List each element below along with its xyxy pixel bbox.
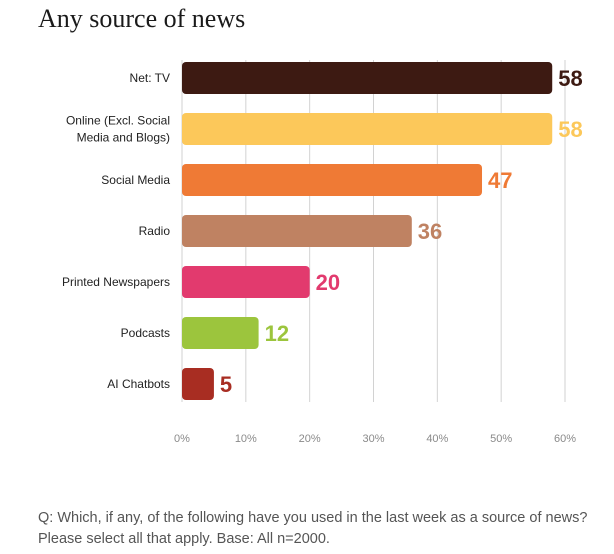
x-tick-label: 40% [426, 433, 448, 445]
x-tick-label: 60% [554, 433, 576, 445]
chart-title: Any source of news [38, 4, 246, 33]
category-label: Printed Newspapers [62, 275, 170, 289]
bars [182, 62, 553, 400]
value-labels: 58 58 47 36 20 12 5 [220, 66, 583, 397]
bar [182, 266, 310, 298]
value-label: 20 [316, 270, 340, 295]
bar [182, 215, 412, 247]
bar [182, 317, 259, 349]
question-footnote: Q: Which, if any, of the following have … [38, 510, 588, 547]
category-label: Radio [139, 224, 171, 238]
value-label: 58 [558, 117, 582, 142]
x-tick-label: 20% [299, 433, 321, 445]
value-label: 5 [220, 372, 232, 397]
bar-chart: Net: TV Online (Excl. Social Media and Blo… [62, 60, 583, 445]
category-label: Social Media [101, 173, 170, 187]
bar [182, 164, 483, 196]
bar [182, 368, 214, 400]
category-label: Online (Excl. Social Media and Blogs) [66, 114, 170, 145]
value-label: 36 [418, 219, 442, 244]
category-labels: Net: TV Online (Excl. Social Media and Blo… [62, 71, 170, 391]
category-label: Net: TV [130, 71, 170, 85]
x-tick-label: 0% [174, 433, 190, 445]
category-label: Podcasts [121, 326, 170, 340]
category-label: AI Chatbots [107, 377, 170, 391]
x-tick-label: 50% [490, 433, 512, 445]
value-label: 58 [558, 66, 582, 91]
bar [182, 62, 553, 94]
value-label: 12 [265, 321, 289, 346]
x-axis-tick-labels: 0% 10% 20% 30% 40% 50% 60% [174, 433, 576, 445]
x-tick-label: 30% [362, 433, 384, 445]
x-tick-label: 10% [235, 433, 257, 445]
value-label: 47 [488, 168, 512, 193]
bar [182, 113, 553, 145]
